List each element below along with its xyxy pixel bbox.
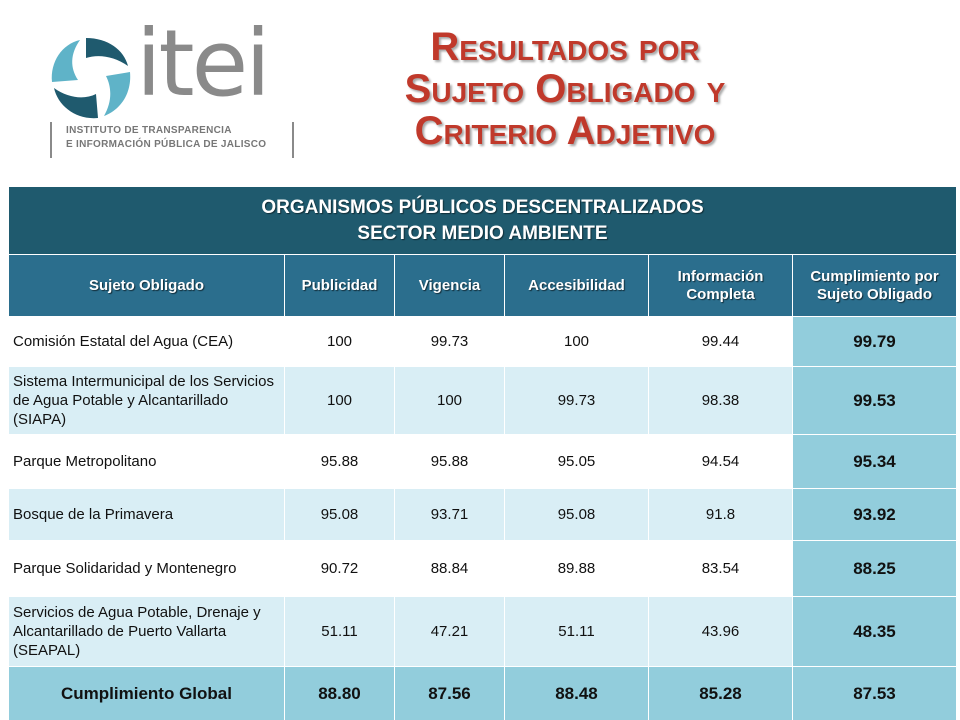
cell-cumplimiento: 48.35 xyxy=(792,596,957,667)
footer-label: Cumplimiento Global xyxy=(8,666,285,720)
cell-informacion: 94.54 xyxy=(648,434,793,489)
cell-cumplimiento: 93.92 xyxy=(792,488,957,541)
cell-vigencia: 100 xyxy=(394,366,505,435)
cell-cumplimiento: 88.25 xyxy=(792,540,957,597)
banner-line1: ORGANISMOS PÚBLICOS DESCENTRALIZADOS xyxy=(261,196,704,218)
table-row: Sistema Intermunicipal de los Servicios … xyxy=(8,366,957,435)
cell-accesibilidad: 51.11 xyxy=(504,596,649,667)
cell-entity: Comisión Estatal del Agua (CEA) xyxy=(8,316,285,367)
column-header-informacion: Información Completa xyxy=(648,254,793,317)
cell-entity: Sistema Intermunicipal de los Servicios … xyxy=(8,366,285,435)
cell-informacion: 98.38 xyxy=(648,366,793,435)
cell-entity: Bosque de la Primavera xyxy=(8,488,285,541)
cell-accesibilidad: 100 xyxy=(504,316,649,367)
title-line1: Resultados por xyxy=(430,25,700,69)
footer-informacion: 85.28 xyxy=(648,666,793,720)
title-line3: Criterio Adjetivo xyxy=(414,109,716,153)
table-row: Parque Metropolitano 95.88 95.88 95.05 9… xyxy=(8,434,957,489)
logo-wordmark: itei xyxy=(136,10,271,117)
cell-accesibilidad: 95.08 xyxy=(504,488,649,541)
cell-entity: Parque Solidaridad y Montenegro xyxy=(8,540,285,597)
cell-publicidad: 51.11 xyxy=(284,596,395,667)
cell-informacion: 91.8 xyxy=(648,488,793,541)
title-line2: Sujeto Obligado y xyxy=(404,67,726,111)
cell-informacion: 99.44 xyxy=(648,316,793,367)
cell-publicidad: 95.88 xyxy=(284,434,395,489)
table-row: Parque Solidaridad y Montenegro 90.72 88… xyxy=(8,540,957,597)
table-footer-row: Cumplimiento Global 88.80 87.56 88.48 85… xyxy=(8,666,957,720)
footer-vigencia: 87.56 xyxy=(394,666,505,720)
column-header-accesibilidad: Accesibilidad xyxy=(504,254,649,317)
cell-publicidad: 90.72 xyxy=(284,540,395,597)
itei-logo-mark-icon xyxy=(51,38,131,119)
page-title: Resultados por Sujeto Obligado y Criteri… xyxy=(300,26,830,152)
cell-accesibilidad: 89.88 xyxy=(504,540,649,597)
itei-logo: itei INSTITUTO DE TRANSPARENCIA E INFORM… xyxy=(40,18,295,164)
cell-vigencia: 93.71 xyxy=(394,488,505,541)
cell-cumplimiento: 99.53 xyxy=(792,366,957,435)
footer-cumplimiento: 87.53 xyxy=(792,666,957,720)
footer-accesibilidad: 88.48 xyxy=(504,666,649,720)
logo-subtitle-line1: INSTITUTO DE TRANSPARENCIA xyxy=(66,125,232,136)
cell-vigencia: 99.73 xyxy=(394,316,505,367)
cell-informacion: 83.54 xyxy=(648,540,793,597)
cell-vigencia: 88.84 xyxy=(394,540,505,597)
cell-accesibilidad: 95.05 xyxy=(504,434,649,489)
column-header-vigencia: Vigencia xyxy=(394,254,505,317)
cell-cumplimiento: 99.79 xyxy=(792,316,957,367)
footer-publicidad: 88.80 xyxy=(284,666,395,720)
column-header-cumplimiento: Cumplimiento por Sujeto Obligado xyxy=(792,254,957,317)
cell-entity: Parque Metropolitano xyxy=(8,434,285,489)
table-banner: ORGANISMOS PÚBLICOS DESCENTRALIZADOS SEC… xyxy=(8,186,957,255)
table-row: Comisión Estatal del Agua (CEA) 100 99.7… xyxy=(8,316,957,367)
logo-subtitle: INSTITUTO DE TRANSPARENCIA E INFORMACIÓN… xyxy=(50,122,295,158)
cell-publicidad: 95.08 xyxy=(284,488,395,541)
table-row: Servicios de Agua Potable, Drenaje y Alc… xyxy=(8,596,957,667)
column-header-sujeto: Sujeto Obligado xyxy=(8,254,285,317)
banner-line2: SECTOR MEDIO AMBIENTE xyxy=(357,222,608,244)
cell-publicidad: 100 xyxy=(284,366,395,435)
cell-entity: Servicios de Agua Potable, Drenaje y Alc… xyxy=(8,596,285,667)
results-table: ORGANISMOS PÚBLICOS DESCENTRALIZADOS SEC… xyxy=(8,186,957,720)
table-row: Bosque de la Primavera 95.08 93.71 95.08… xyxy=(8,488,957,541)
cell-vigencia: 47.21 xyxy=(394,596,505,667)
cell-accesibilidad: 99.73 xyxy=(504,366,649,435)
cell-informacion: 43.96 xyxy=(648,596,793,667)
column-header-publicidad: Publicidad xyxy=(284,254,395,317)
table-header-row: Sujeto Obligado Publicidad Vigencia Acce… xyxy=(8,254,957,317)
cell-publicidad: 100 xyxy=(284,316,395,367)
cell-cumplimiento: 95.34 xyxy=(792,434,957,489)
logo-subtitle-line2: E INFORMACIÓN PÚBLICA DE JALISCO xyxy=(66,139,267,150)
cell-vigencia: 95.88 xyxy=(394,434,505,489)
